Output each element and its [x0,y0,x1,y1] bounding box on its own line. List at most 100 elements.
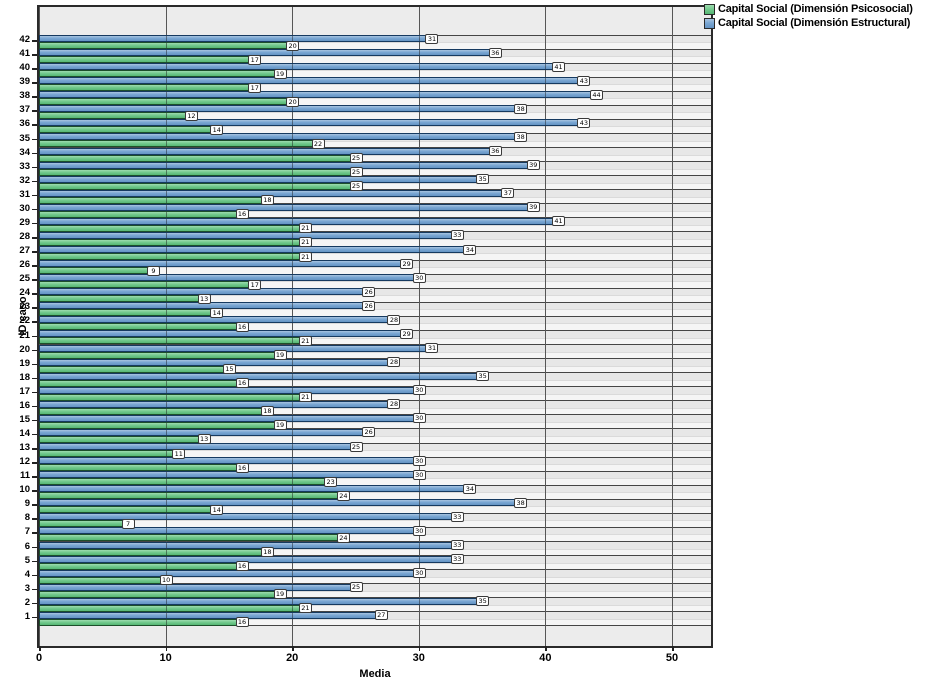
bar-label-psicosocial-case-34: 25 [349,153,363,164]
bar-estructural-case-10 [39,485,470,493]
gridline-mark [165,549,167,555]
gridline-mark [165,528,167,534]
row-midline [39,112,711,114]
bar-label-estructural-case-17: 30 [412,385,426,396]
row-band-lower [39,435,711,444]
y-tick-mark [32,588,37,591]
gridline-mark [418,542,420,548]
bar-label-estructural-case-22: 28 [387,314,401,325]
bar-psicosocial-case-39 [39,84,255,92]
gridline-mark [292,254,294,260]
gridline-mark [292,415,294,421]
bar-label-psicosocial-case-25: 17 [248,279,262,290]
row-separator [39,583,711,585]
row-midline [39,534,711,536]
row-band-lower [39,450,711,458]
gridline-mark [165,127,167,133]
y-tick-label-25: 25 [19,273,30,285]
row-midline [39,70,711,72]
y-tick-label-32: 32 [19,174,30,186]
y-tick-label-18: 18 [19,371,30,383]
y-tick-mark [32,68,37,70]
bar-label-psicosocial-case-18: 16 [235,378,249,389]
x-tick-label-0: 0 [35,652,43,664]
bar-estructural-case-1 [39,611,381,619]
bar-label-estructural-case-37: 38 [514,103,528,114]
gridline-mark [165,317,167,323]
y-tick-mark [32,222,37,225]
y-tick-mark [32,180,37,183]
bar-label-estructural-case-33: 39 [526,160,540,171]
gridline-mark [165,162,167,168]
bar-label-estructural-case-12: 30 [412,455,426,466]
row-midline [39,56,711,58]
x-tick-mark [672,646,674,651]
gridline-mark [165,113,167,119]
gridline-mark [165,218,167,224]
gridline-mark [165,247,167,253]
gridline-mark [165,50,167,56]
bar-psicosocial-case-6 [39,548,267,556]
y-tick-label-15: 15 [19,413,30,425]
bar-psicosocial-case-29 [39,224,305,232]
row-midline [39,351,711,353]
gridline-mark [165,239,167,245]
gridline-mark [165,366,167,372]
gridline-mark [418,218,420,224]
row-band-upper [39,583,711,591]
row-band-lower [39,253,711,261]
gridline-mark [165,415,167,421]
gridline-mark [418,598,420,604]
gridline-mark [418,120,420,126]
gridline-mark [165,451,167,457]
bar-psicosocial-case-22 [39,323,242,331]
gridline-mark [418,556,420,562]
bar-estructural-case-20 [39,344,432,352]
gridline-mark [292,612,294,618]
gridline-mark [165,338,167,344]
gridline-mark [292,106,294,112]
y-tick-label-21: 21 [19,329,30,341]
row-band-lower [39,492,711,500]
gridline-mark [165,493,167,499]
y-tick-label-6: 6 [24,540,30,552]
legend-swatch-green-icon [704,4,715,15]
gridline-mark [165,422,167,428]
gridline-mark [292,190,294,196]
gridline-mark [165,92,167,98]
bar-psicosocial-case-16 [39,407,267,415]
bar-estructural-case-7 [39,527,419,535]
bar-label-estructural-case-3: 25 [349,582,363,593]
gridline-mark [165,190,167,196]
bar-label-psicosocial-case-19: 15 [222,364,236,375]
gridline-mark [165,535,167,541]
gridline-mark [292,479,294,485]
gridline-mark [418,78,420,84]
bar-label-estructural-case-15: 30 [412,413,426,424]
bar-psicosocial-case-23 [39,309,217,317]
bar-label-psicosocial-case-22: 16 [235,321,249,332]
gridline-mark [165,605,167,611]
bar-label-estructural-case-8: 33 [450,511,464,522]
gridline-mark [165,310,167,316]
gridline-mark [292,514,294,520]
bar-label-estructural-case-27: 34 [463,244,477,255]
y-tick-label-9: 9 [24,498,30,510]
gridline-mark [165,598,167,604]
gridline-mark [165,78,167,84]
gridline-mark [165,211,167,217]
bar-estructural-case-13 [39,443,356,451]
row-midline [39,309,711,311]
bar-estructural-case-2 [39,597,483,605]
gridline-mark [292,169,294,175]
y-tick-mark [32,124,37,126]
row-band-lower [39,520,711,528]
gridline-mark [292,148,294,154]
bar-label-psicosocial-case-32: 25 [349,181,363,192]
gridline-mark [165,352,167,358]
row-band-lower [39,98,711,106]
legend-entry-estructural: Capital Social (Dimensión Estructural) [704,17,933,30]
gridline-mark [292,570,294,576]
gridline-mark [292,225,294,231]
